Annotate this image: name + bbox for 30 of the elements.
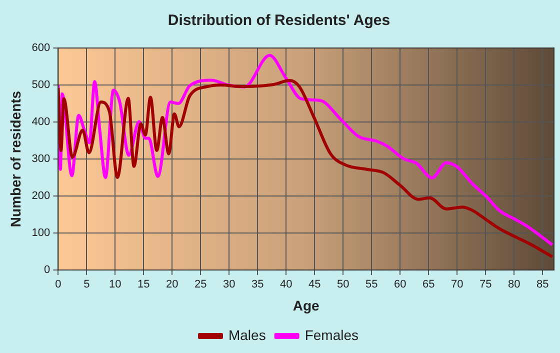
x-tick-label: 35: [252, 278, 264, 291]
y-tick-label: 300: [32, 153, 50, 166]
x-tick-label: 40: [280, 278, 292, 291]
x-tick-label: 0: [55, 278, 62, 291]
x-tick-label: 30: [223, 278, 236, 291]
x-tick-label: 65: [422, 278, 435, 291]
y-tick-label: 200: [32, 190, 50, 202]
x-tick-label: 75: [479, 278, 492, 291]
y-axis-title: Number of residents: [7, 90, 24, 228]
y-tick-label: 100: [32, 227, 50, 240]
x-tick-label: 15: [138, 278, 150, 291]
x-tick-label: 55: [365, 278, 378, 291]
x-tick-label: 45: [308, 278, 321, 291]
x-tick-label: 50: [337, 278, 350, 291]
x-tick-label: 80: [508, 278, 520, 291]
y-tick-label: 0: [44, 264, 50, 276]
x-axis-title: Age: [292, 297, 320, 314]
y-tick-label: 400: [32, 116, 50, 128]
y-tick-label: 600: [32, 42, 50, 54]
x-tick-label: 85: [536, 278, 549, 291]
x-tick-label: 70: [450, 278, 464, 291]
x-tick-label: 25: [194, 278, 207, 291]
legend-label: Males: [228, 326, 266, 343]
x-tick-label: 5: [84, 278, 90, 291]
x-tick-label: 60: [394, 278, 406, 291]
legend-label: Females: [304, 326, 359, 343]
x-tick-label: 10: [109, 278, 122, 291]
x-tick-label: 20: [166, 278, 178, 291]
y-tick-label: 500: [32, 79, 50, 92]
chart-title: Distribution of Residents' Ages: [168, 12, 390, 30]
